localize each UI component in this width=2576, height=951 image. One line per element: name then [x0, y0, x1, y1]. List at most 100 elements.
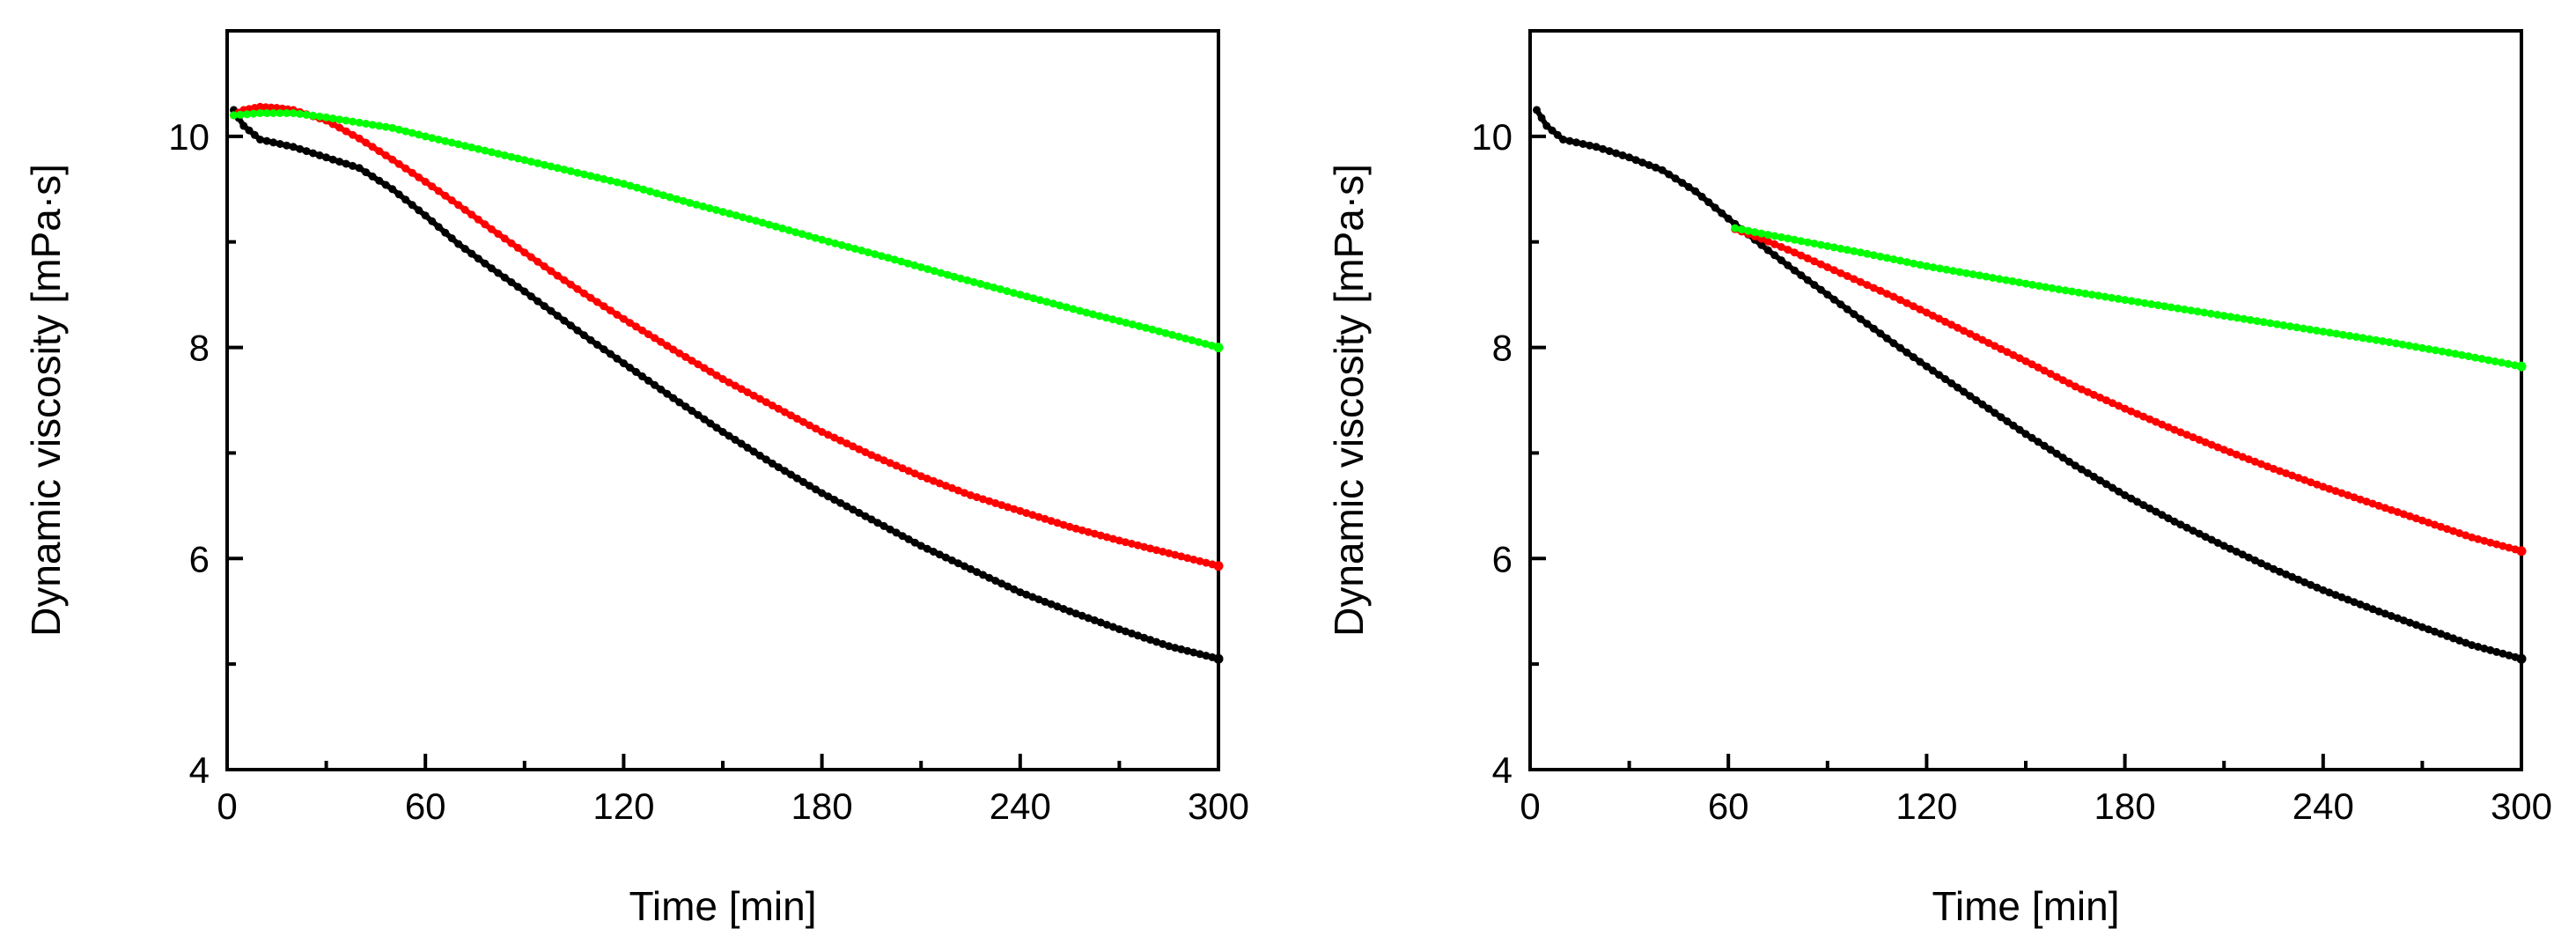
data-point: [1995, 275, 2004, 284]
data-point: [2064, 379, 2073, 387]
data-point: [250, 130, 259, 139]
data-point: [1850, 247, 1858, 255]
data-point: [632, 183, 641, 192]
data-point: [1579, 140, 1587, 148]
data-point: [755, 451, 764, 460]
data-point: [1084, 614, 1093, 623]
data-point: [645, 187, 654, 195]
data-point: [2399, 510, 2408, 519]
data-point: [2372, 335, 2381, 344]
data-point: [1770, 251, 1779, 260]
data-point: [626, 181, 635, 190]
data-point: [1889, 292, 1898, 301]
data-point: [613, 310, 622, 319]
data-point: [663, 389, 672, 398]
data-point: [381, 122, 390, 131]
data-point: [434, 136, 443, 144]
data-point: [1189, 556, 1198, 564]
data-point: [2152, 507, 2160, 516]
data-point: [362, 120, 371, 128]
data-point: [2238, 453, 2247, 461]
data-point: [245, 126, 254, 135]
data-point: [349, 161, 357, 170]
data-point: [638, 326, 646, 335]
data-point: [335, 123, 344, 132]
data-point: [910, 469, 919, 478]
data-point: [2152, 417, 2160, 426]
data-point: [806, 482, 813, 490]
data-point: [1763, 237, 1772, 246]
data-point: [699, 202, 707, 210]
data-point: [2250, 457, 2259, 466]
data-point: [381, 181, 390, 189]
data-point: [487, 225, 496, 233]
data-point: [2480, 536, 2489, 545]
data-point: [1961, 269, 1970, 277]
data-point: [1763, 231, 1772, 240]
data-point: [659, 191, 667, 200]
data-point: [592, 173, 601, 182]
data-point: [2337, 593, 2346, 601]
data-point: [1941, 375, 1949, 383]
data-point: [2114, 294, 2123, 303]
data-point: [2167, 303, 2175, 312]
data-point: [1638, 158, 1647, 167]
data-point: [2319, 483, 2328, 491]
data-point: [657, 337, 666, 346]
data-point: [983, 282, 991, 290]
data-point: [2213, 310, 2222, 319]
data-point: [1790, 248, 1799, 257]
data-point: [991, 498, 1000, 507]
data-point: [2312, 326, 2321, 335]
data-point: [368, 121, 377, 129]
data-point: [2074, 288, 2083, 297]
data-point: [1053, 602, 1062, 611]
data-point: [592, 341, 601, 349]
data-point: [1935, 371, 1943, 380]
data-point: [460, 142, 469, 151]
data-point: [2272, 320, 2281, 328]
data-point: [1645, 161, 1653, 169]
data-point: [937, 269, 946, 277]
data-point: [2325, 328, 2334, 337]
data-point: [2226, 448, 2234, 456]
data-point: [2226, 544, 2234, 553]
data-point: [2077, 385, 2086, 394]
data-point: [481, 146, 489, 155]
y-tick-label: 10: [1471, 116, 1512, 158]
data-point: [2187, 306, 2196, 315]
data-point: [362, 168, 371, 177]
data-point: [694, 360, 703, 369]
data-point: [1750, 228, 1759, 237]
data-point: [2492, 540, 2501, 549]
data-point: [415, 173, 423, 181]
data-point: [924, 265, 932, 274]
data-point: [1810, 240, 1819, 248]
data-point: [1213, 343, 1224, 353]
data-point: [1744, 226, 1753, 235]
data-point: [2468, 533, 2477, 542]
data-point: [2207, 440, 2216, 449]
data-point: [2170, 517, 2179, 526]
data-point: [2176, 428, 2185, 437]
data-point: [2499, 542, 2507, 550]
data-point: [2498, 358, 2506, 367]
data-point: [762, 398, 770, 407]
data-point: [2040, 366, 2049, 375]
data-point: [1797, 271, 1806, 280]
data-point: [898, 532, 907, 541]
data-point: [632, 367, 640, 376]
data-point: [1196, 557, 1204, 565]
data-point: [2331, 591, 2340, 600]
data-point: [1161, 328, 1170, 337]
data-point: [553, 164, 562, 173]
data-point: [613, 354, 622, 363]
data-point: [996, 285, 1005, 293]
data-point: [1697, 192, 1706, 201]
series-points-black: [230, 106, 1224, 664]
data-point: [1803, 254, 1812, 262]
data-point: [2087, 291, 2096, 299]
y-tick-label: 10: [168, 116, 210, 158]
data-point: [507, 278, 516, 286]
data-point: [1784, 234, 1792, 243]
